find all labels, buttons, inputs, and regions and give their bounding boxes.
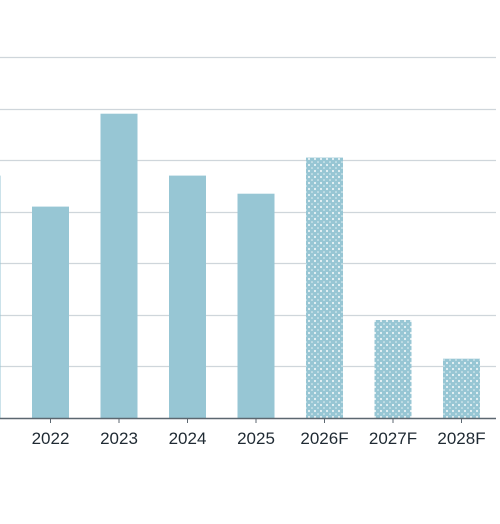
bar-2023 [100, 113, 138, 418]
x-tick-label-2022: 2022 [32, 429, 70, 448]
x-tick-label-2028f: 2028F [437, 429, 485, 448]
x-axis-tick-labels: 2022 2023 2024 2025 2026F 2027F 2028F [32, 418, 486, 448]
bar-2027f [374, 320, 412, 418]
bars [0, 113, 480, 418]
bar-2021 [0, 175, 1, 418]
bar-2024 [169, 175, 206, 418]
x-tick-label-2024: 2024 [169, 429, 207, 448]
x-tick-label-2025: 2025 [237, 429, 275, 448]
x-tick-label-2023: 2023 [100, 429, 138, 448]
x-tick-label-2027f: 2027F [369, 429, 417, 448]
x-tick-label-2026f: 2026F [300, 429, 348, 448]
bar-2022 [32, 206, 69, 418]
bar-2028f [443, 358, 480, 418]
bar-2026f [306, 157, 343, 418]
bar-2025 [237, 193, 275, 418]
